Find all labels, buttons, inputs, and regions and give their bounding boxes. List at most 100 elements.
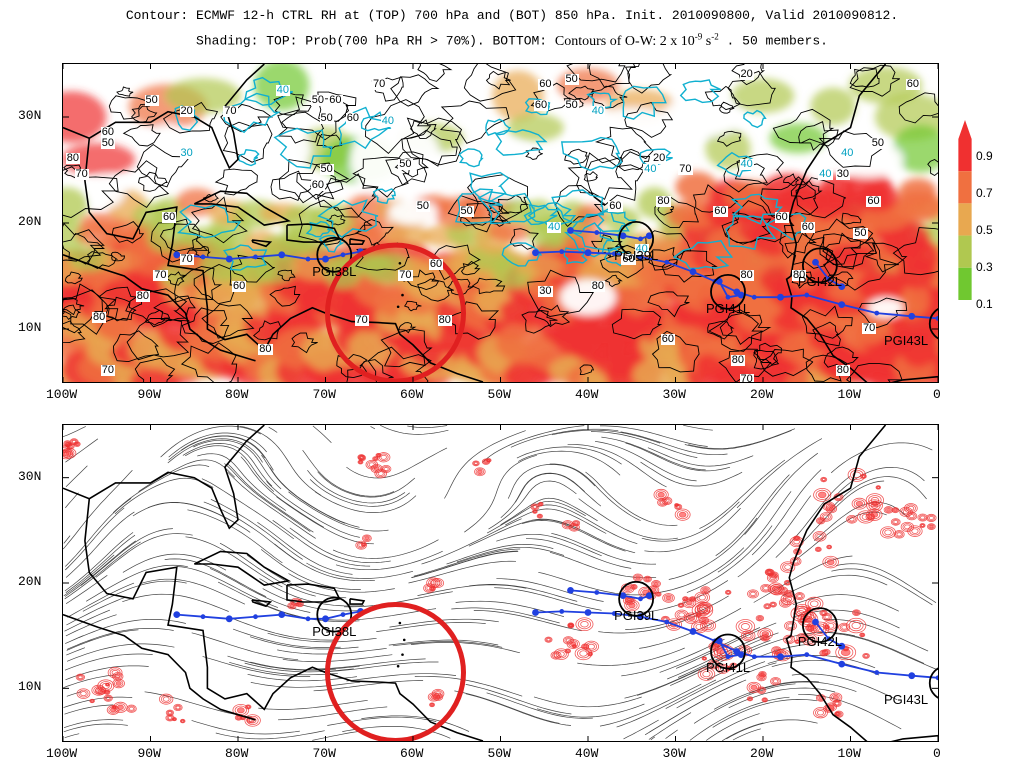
- contour-label: 40: [818, 168, 833, 181]
- contour-label: 50: [459, 205, 474, 218]
- storm-label-pgi43l: PGI43L: [884, 692, 929, 708]
- colorbar-label: 0.7: [976, 186, 993, 200]
- top-lat-label: 30N: [18, 108, 42, 123]
- contour-label: 60: [533, 99, 549, 112]
- contour-label: 70: [398, 269, 413, 281]
- top-map-canvas: [63, 64, 938, 382]
- colorbar-label: 0.3: [976, 260, 993, 274]
- contour-label: 50: [319, 163, 334, 175]
- contour-label: 50: [564, 99, 579, 112]
- bottom-lon-label: 20W: [750, 746, 774, 761]
- storm-circle-pgi41l: [710, 633, 746, 670]
- coastlines: [63, 425, 938, 741]
- title-line2: Shading: TOP: Prob(700 hPa RH > 70%). BO…: [0, 26, 1024, 52]
- top-map-panel: 70 40 50 60 50 20 70 50 60 40 60 50 80 70 30 60 50 50 60 50…: [62, 63, 939, 383]
- contour-label: 50: [310, 94, 325, 107]
- contour-label: 70: [739, 372, 754, 383]
- top-lat-label: 20N: [18, 214, 42, 229]
- top-lon-label: 70W: [312, 387, 336, 402]
- contour-label: 70: [74, 168, 89, 181]
- bottom-lon-label: 10W: [837, 746, 861, 761]
- storm-circles: [316, 580, 938, 741]
- contour-label: 30: [179, 147, 194, 160]
- contour-label: 70: [223, 104, 238, 117]
- storm-circle-pgi43l: [928, 667, 938, 699]
- top-lon-label: 90W: [137, 387, 161, 402]
- contour-label: 20: [179, 104, 194, 117]
- contour-label: 60: [713, 205, 728, 218]
- title-line2-suffix: . 50 members.: [718, 33, 828, 49]
- contour-label: 50: [853, 226, 868, 239]
- contour-label: 30: [835, 168, 850, 181]
- bottom-lon-label: 70W: [312, 746, 336, 761]
- bottom-lon-label: 80W: [225, 746, 249, 761]
- contour-label: 40: [840, 147, 855, 160]
- contour-label: 80: [730, 353, 745, 366]
- contour-label: 60: [608, 200, 623, 213]
- title-line1: Contour: ECMWF 12-h CTRL RH at (TOP) 700…: [125, 8, 899, 23]
- contour-label: 80: [92, 311, 107, 324]
- storm-circle-pgi43l: [928, 308, 938, 340]
- contour-note-text: Contours of O-W: 2 x 10: [554, 33, 695, 49]
- bottom-lon-label: 30W: [662, 746, 686, 761]
- bottom-lon-label: 40W: [575, 746, 599, 761]
- contour-label: 50: [100, 136, 115, 149]
- bottom-lat-label: 30N: [18, 468, 42, 484]
- top-lon-label: 60W: [400, 387, 424, 402]
- contour-label: 20: [739, 67, 754, 80]
- contour-label: 40: [643, 163, 658, 175]
- contour-label: 30: [538, 284, 553, 297]
- bottom-lon-label: 0: [933, 746, 941, 761]
- storm-tracks: [173, 586, 938, 681]
- top-lon-label: 0: [933, 387, 941, 402]
- streamlines: [63, 425, 938, 741]
- contour-label: 60: [345, 112, 360, 125]
- colorbar: [958, 120, 972, 300]
- contour-label: 80: [258, 343, 273, 356]
- contour-label: 50: [870, 136, 885, 149]
- contour-label: 50: [144, 94, 159, 107]
- contour-label: 40: [634, 242, 649, 255]
- bottom-lon-label: 90W: [137, 746, 161, 761]
- contour-label: 40: [380, 115, 395, 128]
- top-lon-label: 50W: [487, 387, 511, 402]
- storm-label-pgi42l: PGI42L: [797, 634, 842, 650]
- bottom-lon-label: 100W: [46, 746, 78, 761]
- bottom-lon-label: 60W: [400, 746, 424, 761]
- contour-label: 80: [656, 194, 671, 207]
- colorbar-label: 0.9: [976, 149, 993, 163]
- contour-label: 60: [100, 125, 115, 138]
- contour-label: 60: [800, 221, 815, 234]
- contour-label: 80: [65, 152, 80, 165]
- contour-note-exp2: -2: [711, 31, 719, 41]
- contour-label: 70: [354, 313, 369, 326]
- contour-label: 40: [275, 83, 290, 96]
- contour-label: 60: [660, 332, 675, 345]
- storm-circle-pgi42l: [801, 607, 838, 644]
- storm-circle-pgi38l: [316, 236, 353, 273]
- figure-title: Contour: ECMWF 12-h CTRL RH at (TOP) 700…: [0, 6, 1024, 52]
- bottom-lon-label: 50W: [487, 746, 511, 761]
- storm-label-pgi42l: PGI42L: [797, 274, 842, 290]
- top-lon-label: 30W: [662, 387, 686, 402]
- contour-note-unit: s: [702, 33, 712, 49]
- contour-label: 20: [652, 152, 667, 165]
- contour-label: 80: [792, 269, 807, 281]
- title-contour-note: Contours of O-W: 2 x 10-9 s-2: [554, 31, 719, 49]
- contour-label: 70: [678, 163, 693, 175]
- contour-note-exp: -9: [694, 31, 703, 41]
- contour-label: 60: [905, 78, 920, 91]
- storm-label-pgi41l: PGI41L: [706, 660, 751, 676]
- contour-label: 60: [774, 210, 789, 223]
- storm-circle-pgi39l: [618, 220, 655, 257]
- contour-label: 50: [319, 112, 334, 125]
- storm-circles: [316, 220, 938, 382]
- contour-label: 60: [538, 78, 553, 91]
- top-lon-label: 10W: [837, 387, 861, 402]
- storm-circle-pgi39l: [618, 580, 655, 617]
- bottom-map-panel: PGI38L PGI39L PGI41L PGI42L PGI43L: [62, 424, 939, 742]
- colorbar-label: 0.1: [976, 297, 993, 311]
- contour-label: 40: [590, 104, 605, 117]
- highlight-circle: [325, 242, 466, 382]
- contour-label: 50: [398, 157, 413, 170]
